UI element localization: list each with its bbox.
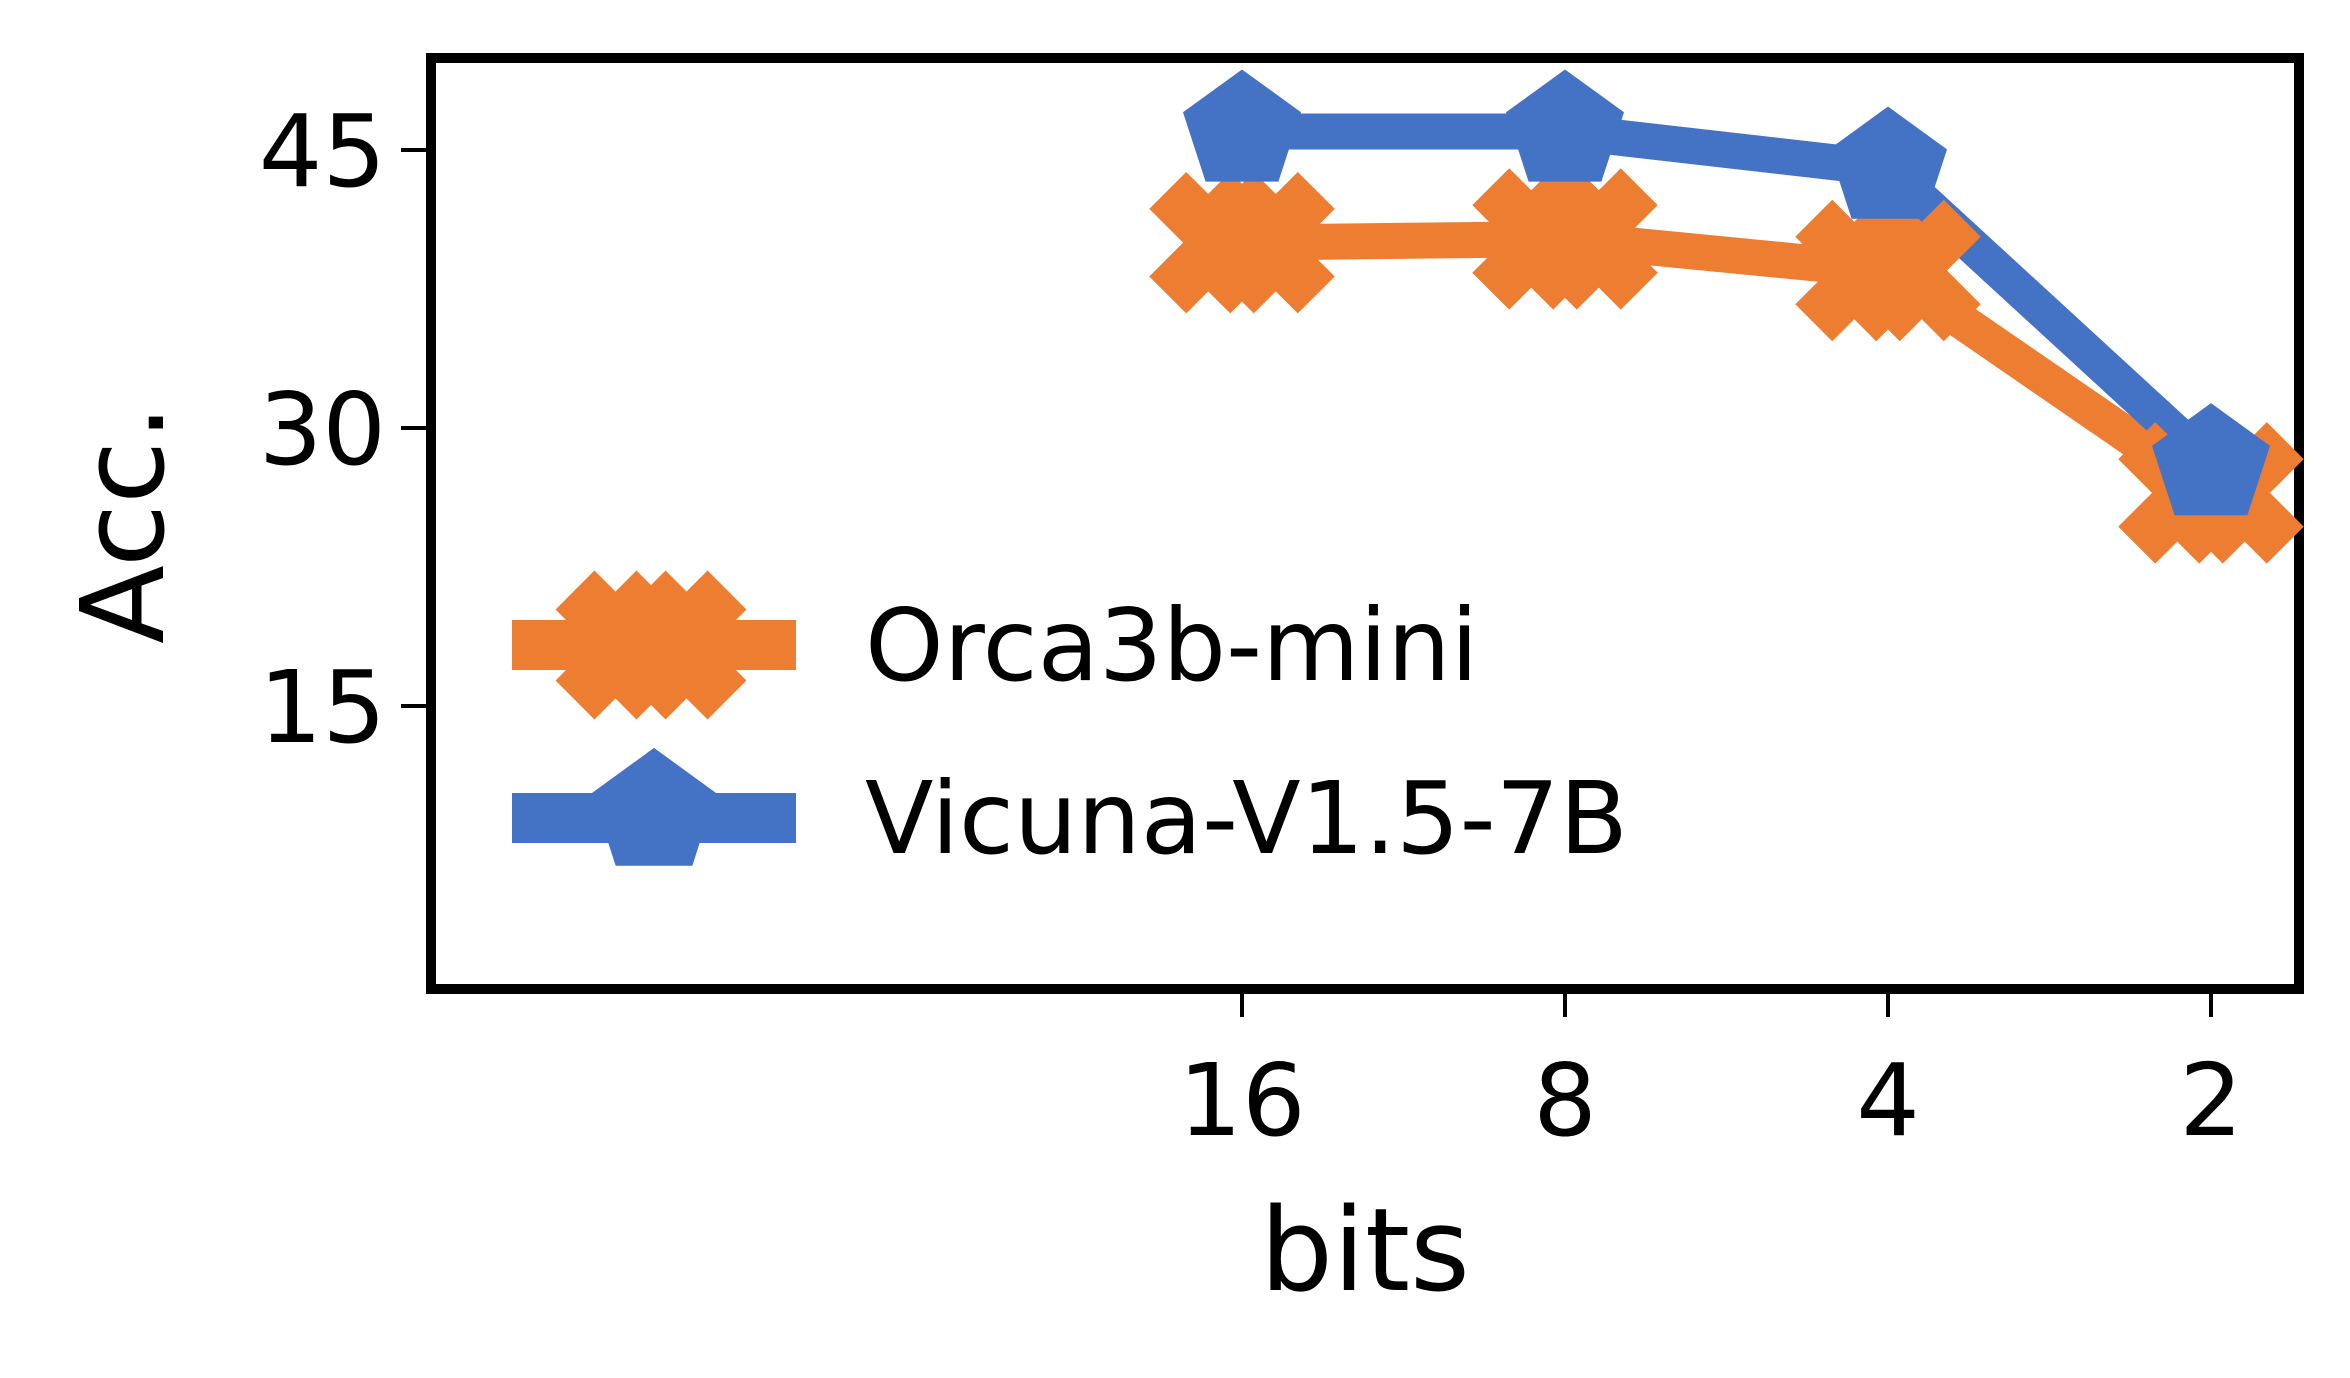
legend-entry: Vicuna-V1.5-7B xyxy=(512,747,1628,877)
x-tick-label: 8 xyxy=(1533,1042,1597,1159)
legend-label: Vicuna-V1.5-7B xyxy=(865,760,1628,877)
pentagon-marker xyxy=(1506,69,1624,182)
y-tick-label: 45 xyxy=(259,93,386,210)
axis-ticks: 15 30 45 16 8 4 2 xyxy=(259,93,2243,1159)
series-lines xyxy=(1241,113,2224,508)
x-tick-label: 2 xyxy=(2179,1042,2243,1159)
x-marker xyxy=(1516,168,1658,310)
x-marker xyxy=(597,570,747,720)
x-axis-label: bits xyxy=(1260,1184,1470,1318)
series-line xyxy=(1241,220,2222,508)
x-tick-label: 16 xyxy=(1178,1042,1305,1159)
legend-label: Orca3b-mini xyxy=(865,587,1478,704)
pentagon-marker xyxy=(592,747,716,866)
pentagon-marker xyxy=(1829,106,1947,219)
series-markers xyxy=(1149,69,2304,564)
legend: Orca3b-mini Vicuna-V1.5-7B xyxy=(512,570,1628,877)
x-tick-label: 4 xyxy=(1856,1042,1920,1159)
series-line xyxy=(1242,113,2224,479)
x-marker xyxy=(1839,199,1981,342)
pentagon-marker xyxy=(2152,403,2270,516)
y-tick-label: 15 xyxy=(259,649,386,766)
y-axis-label: Acc. xyxy=(57,404,191,644)
x-marker xyxy=(1193,171,1335,314)
y-tick-label: 30 xyxy=(259,371,386,488)
pentagon-marker xyxy=(1183,69,1301,182)
legend-entry: Orca3b-mini xyxy=(512,570,1478,720)
